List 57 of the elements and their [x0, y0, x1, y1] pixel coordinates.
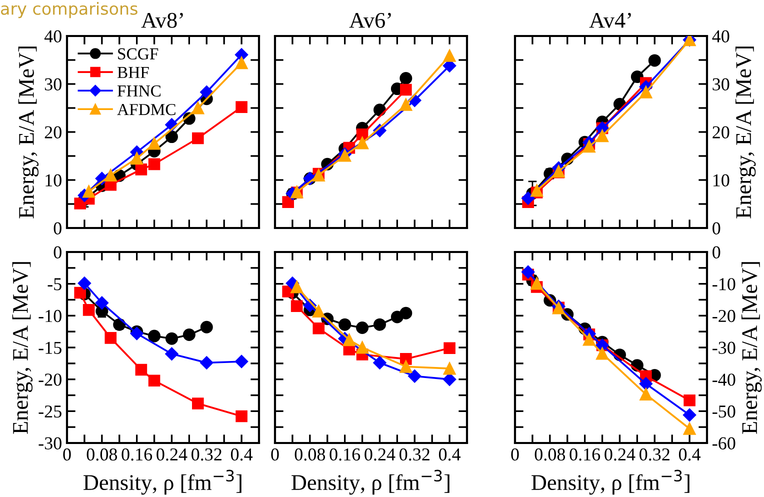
y-tick-label: 10: [46, 174, 62, 186]
chart-title: Av6’: [349, 12, 391, 28]
y-tick-label: -5: [48, 278, 62, 290]
x-tick-label: 0.4: [230, 448, 253, 461]
y-tick-label: 30: [712, 78, 730, 90]
y-tick-label: -40: [712, 374, 736, 386]
y-axis-title: Energy, E/A [MeV]: [735, 46, 756, 218]
x-axis-title: Density, ρ [fm$^{−3}$]: [292, 470, 450, 495]
x-tick-label: 0.24: [604, 448, 636, 461]
x-axis-title: Density, ρ [fm$^{−3}$]: [84, 470, 242, 495]
y-tick-label: -60: [712, 437, 736, 450]
y-tick-label: -20: [712, 310, 736, 322]
y-tick-label: 20: [712, 126, 730, 138]
x-tick-label: 0.16: [122, 448, 152, 461]
text: ary comparisons: [1, 2, 138, 18]
y-tick-label: -20: [38, 374, 62, 386]
x-tick-label: 0.4: [438, 448, 461, 461]
x-tick-label: 0.16: [570, 448, 600, 461]
y-axis-title: Energy, E/A [MeV]: [741, 262, 762, 434]
x-tick-label: 0.32: [192, 448, 222, 461]
x-tick-label: 0.08: [86, 448, 118, 461]
y-tick-label: 0: [712, 246, 720, 258]
y-tick-label: 40: [44, 30, 62, 42]
y-tick-label: 30: [44, 78, 62, 90]
y-tick-label: -30: [712, 342, 736, 354]
x-tick-label: 0.08: [294, 448, 326, 461]
chart-title: Av8’: [141, 12, 183, 28]
x-tick-label: 0.32: [640, 448, 670, 461]
legend-label: AFDMC: [117, 104, 176, 116]
y-tick-label: -50: [712, 405, 736, 418]
y-tick-label: -25: [38, 405, 62, 418]
y-tick-label: -30: [38, 437, 62, 450]
y-tick-label: -15: [38, 342, 62, 354]
y-tick-label: -10: [712, 278, 736, 290]
x-tick-label: 0.08: [534, 448, 566, 461]
y-tick-label: 0: [54, 246, 62, 258]
x-tick-label: 0: [511, 448, 519, 461]
y-tick-label: -10: [38, 310, 62, 322]
y-tick-label: 20: [44, 126, 62, 138]
legend-label: FHNC: [117, 85, 161, 97]
x-axis-title: Density, ρ [fm$^{−3}$]: [532, 470, 690, 495]
x-tick-label: 0: [271, 448, 279, 461]
y-tick-label: 40: [712, 30, 730, 42]
y-tick-label: 10: [713, 174, 730, 186]
chart-title: Av4’: [589, 12, 631, 28]
y-tick-label: 0: [712, 222, 720, 234]
legend-label: SCGF: [118, 48, 158, 60]
x-tick-label: 0.24: [364, 448, 396, 461]
x-tick-label: 0.4: [678, 448, 701, 461]
y-axis-title: Energy, E/A [MeV]: [18, 46, 39, 218]
x-tick-label: 0.16: [330, 448, 360, 461]
y-tick-label: 0: [54, 222, 62, 234]
x-tick-label: 0.24: [156, 448, 188, 461]
legend-label: BHF: [117, 66, 149, 78]
x-tick-label: 0: [63, 448, 71, 461]
y-axis-title: Energy, E/A [MeV]: [12, 262, 33, 434]
x-tick-label: 0.32: [400, 448, 430, 461]
